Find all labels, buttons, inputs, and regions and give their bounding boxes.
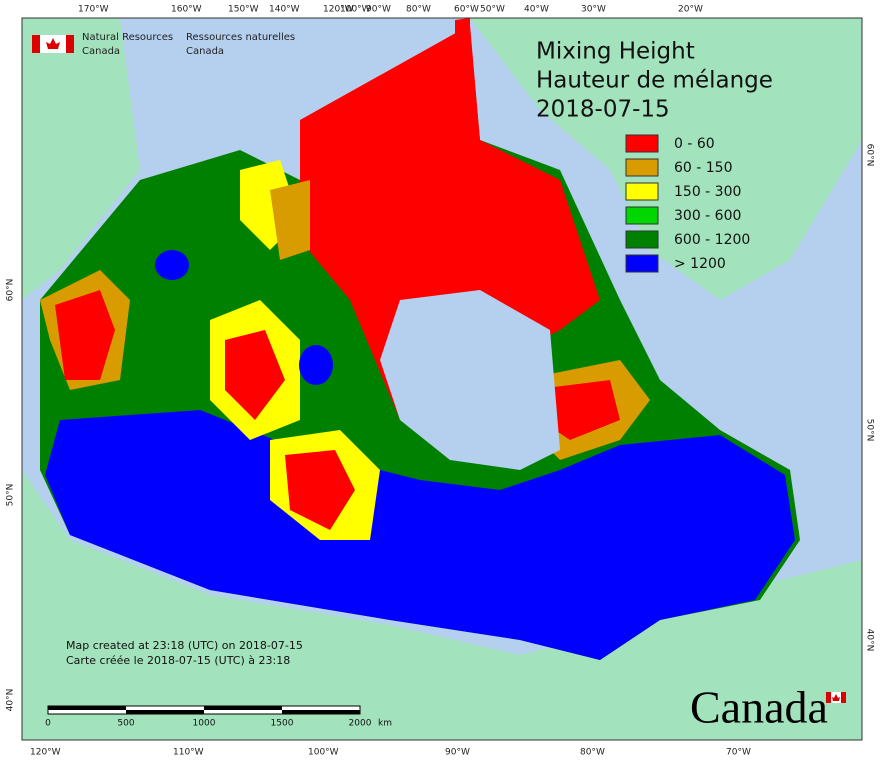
legend-swatch [625,254,659,273]
longitude-label: 90°W [366,5,391,15]
latitude-label: 60°N [865,144,875,167]
legend-swatch [625,182,659,201]
legend-swatch [625,206,659,225]
footer: Map created at 23:18 (UTC) on 2018-07-15 [66,639,303,652]
legend: 0 - 60 60 - 150 150 - 300 300 - 600 600 - 12… [625,134,750,273]
agency-fr: Ressources naturelles [186,32,295,43]
longitude-label: 90°W [445,748,470,758]
legend-swatch [625,134,659,153]
legend-swatch [625,230,659,249]
footer: Carte créée le 2018-07-15 (UTC) à 23:18 [66,654,290,667]
longitude-label: 60°W [454,5,479,15]
scale-label: 2000 [349,719,372,729]
scale-label: 0 [45,719,51,729]
canada-flag [826,692,846,703]
longitude-label: 100°W [340,5,371,15]
latitude-label: 40°N [865,629,875,652]
latitude-label: 50°N [865,419,875,442]
agency-en: Natural Resources [82,32,173,43]
longitude-label: 140°W [269,5,300,15]
latitude-label: 40°N [6,689,16,712]
scale-unit: km [378,719,392,729]
frame [21,17,863,741]
latitude-label: 50°N [6,484,16,507]
title: Hauteur de mélange [536,68,773,94]
longitude-label: 170°W [78,5,109,15]
legend-swatch [625,158,659,177]
title: 2018-07-15 [536,97,670,123]
latitude-label: 60°N [6,279,16,302]
title: Mixing Height [536,39,695,65]
longitude-label: 80°W [406,5,431,15]
agency-fr: Canada [186,46,224,57]
longitude-label: 70°W [726,748,751,758]
longitude-label: 20°W [678,5,703,15]
legend-label: 300 - 600 [674,208,741,224]
longitude-label: 40°W [524,5,549,15]
longitude-label: 100°W [308,748,339,758]
longitude-label: 160°W [171,5,202,15]
longitude-label: 30°W [581,5,606,15]
land [22,18,862,740]
scale-label: 1000 [193,719,216,729]
scale-label: 500 [117,719,134,729]
legend-label: 150 - 300 [674,184,741,200]
scale-label: 1500 [271,719,294,729]
longitude-label: 150°W [228,5,259,15]
legend-label: 60 - 150 [674,160,733,176]
legend-label: > 1200 [674,256,726,272]
nrcan-logo [32,35,74,53]
longitude-label: 50°W [480,5,505,15]
agency-en: Canada [82,46,120,57]
longitude-label: 110°W [173,748,204,758]
longitude-label: 120°W [30,748,61,758]
longitude-label: 80°W [580,748,605,758]
longitude-label: 120°W [323,5,354,15]
scale-bar [47,705,361,715]
legend-label: 600 - 1200 [674,232,750,248]
legend-label: 0 - 60 [674,136,715,152]
wordmark: Canada [690,682,828,733]
